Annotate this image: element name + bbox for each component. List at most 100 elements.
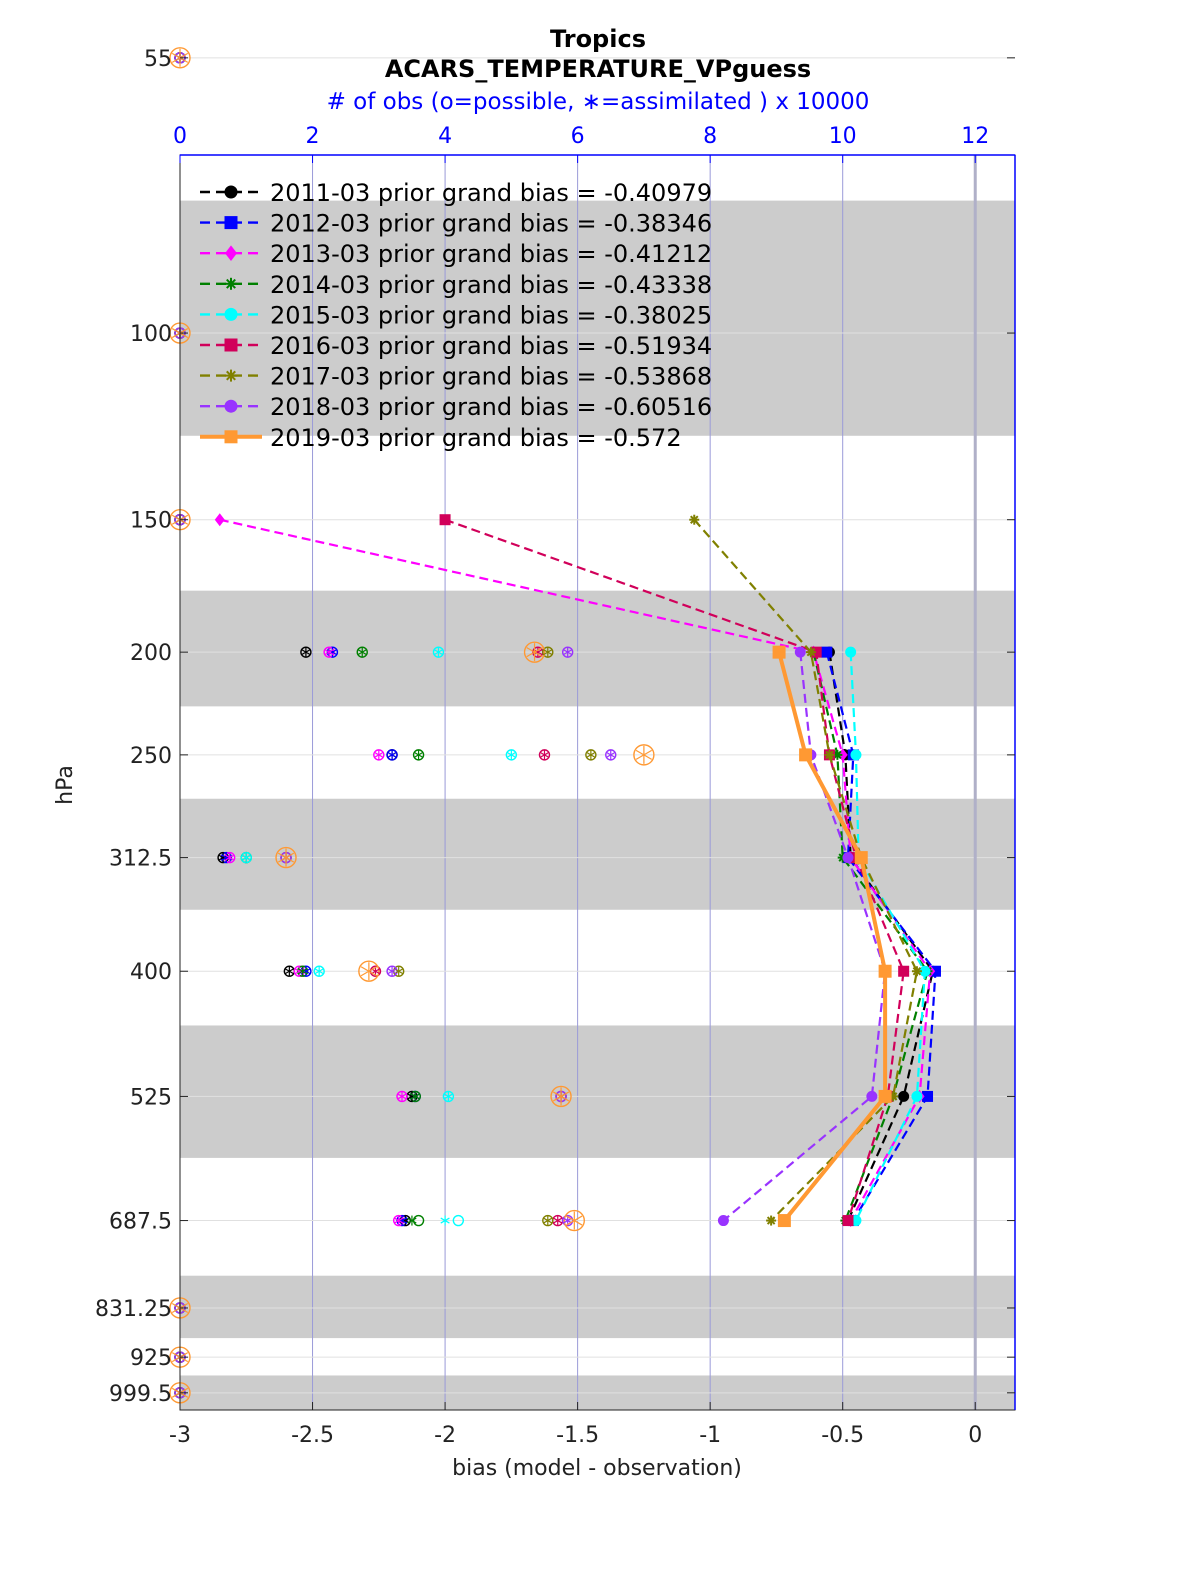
obs-assimilated-stroke <box>543 1217 553 1224</box>
obs-assimilated-stroke <box>543 649 553 656</box>
obs-assimilated-stroke <box>586 751 596 758</box>
legend-marker-2-shape <box>224 216 238 230</box>
top-tick-label: 4 <box>438 124 452 149</box>
obs-assimilated-marker <box>394 1215 404 1226</box>
series-line-1 <box>828 651 935 1222</box>
obs-assimilated-stroke <box>277 852 295 863</box>
legend-entry-7: 2017-03 prior grand bias = -0.53868 <box>270 363 712 391</box>
obs-assimilated-marker <box>407 1215 417 1226</box>
obs-assimilated-marker <box>440 1215 450 1226</box>
series-9-point-shape <box>854 851 868 865</box>
series-8-point <box>794 646 806 658</box>
obs-assimilated-stroke <box>635 749 652 760</box>
legend-entry-6: 2016-03 prior grand bias = -0.51934 <box>270 332 712 360</box>
series-5-point-shape <box>845 646 857 658</box>
layer-band <box>180 590 1015 707</box>
y-tick-label: 925 <box>130 1346 172 1371</box>
series-5-point <box>845 646 857 658</box>
series-6-point <box>842 1215 854 1227</box>
y-tick-label: 100 <box>130 322 172 347</box>
series-5-point <box>911 1090 923 1102</box>
series-9-point <box>777 1214 791 1228</box>
obs-assimilated-stroke <box>301 649 311 656</box>
legend-marker-2 <box>224 216 238 230</box>
obs-assimilated-marker <box>443 1091 454 1102</box>
legend-entry-2: 2012-03 prior grand bias = -0.38346 <box>270 210 712 238</box>
obs-assimilated-stroke <box>360 966 377 977</box>
y-tick-label: 831.25 <box>95 1297 172 1322</box>
obs-assimilated-stroke <box>387 751 397 758</box>
top-tick-label: 0 <box>173 124 187 149</box>
axes: -3-2.5-2-1.5-1-0.500246810128.5255510015… <box>95 47 1016 1448</box>
series-line-9 <box>777 651 888 1222</box>
series-line-4 <box>812 651 929 1221</box>
obs-assimilated-marker <box>526 643 543 662</box>
x-tick-label: -1 <box>699 1423 721 1448</box>
series-7-point <box>911 966 922 977</box>
layer-band <box>180 200 1015 436</box>
obs-assimilated-marker <box>277 848 295 867</box>
obs-assimilated-stroke <box>433 649 444 656</box>
series-9-point <box>878 964 892 978</box>
obs-assimilated-marker <box>552 1087 570 1106</box>
obs-assimilated-marker <box>225 852 235 863</box>
obs-assimilated-marker <box>397 1091 407 1102</box>
obs-possible-marker <box>169 47 191 69</box>
series-7-point-stroke <box>690 515 699 524</box>
series-9-point-shape <box>777 1214 791 1228</box>
y-tick-label: 525 <box>130 1085 172 1110</box>
obs-assimilated-marker <box>284 966 294 977</box>
series-2-point <box>821 646 833 658</box>
y-tick-label: 687.5 <box>109 1210 172 1235</box>
x-tick-label: -2.5 <box>291 1423 334 1448</box>
series-line-8 <box>722 652 887 1222</box>
obs-possible-marker <box>452 1214 465 1227</box>
series-6-point-shape <box>842 1215 854 1227</box>
legend-marker-7-stroke <box>226 370 236 381</box>
obs-possible-marker <box>275 846 297 869</box>
x-tick-label: -1.5 <box>556 1423 599 1448</box>
obs-assimilated-marker <box>586 749 596 760</box>
obs-assimilated-stroke <box>284 968 294 975</box>
x-tick-label: -0.5 <box>821 1423 864 1448</box>
obs-assimilated-marker <box>241 852 251 863</box>
series-7-point <box>805 647 816 658</box>
series-9-point <box>772 645 786 659</box>
series-9-point <box>878 1089 892 1103</box>
obs-assimilated-stroke <box>387 968 397 975</box>
series-7-point <box>824 749 835 760</box>
obs-assimilated-stroke <box>506 751 516 758</box>
obs-assimilated-stroke <box>241 854 251 861</box>
legend-entry-4: 2014-03 prior grand bias = -0.43338 <box>270 271 712 299</box>
obs-assimilated-marker <box>324 647 334 658</box>
series-9-point-shape <box>772 645 786 659</box>
series-6-point <box>898 965 910 977</box>
obs-assimilated-marker <box>301 647 311 658</box>
legend-marker-9-shape <box>224 430 238 444</box>
series-2-point-shape <box>821 646 833 658</box>
obs-assimilated-stroke <box>606 751 616 758</box>
obs-possible-marker <box>412 1214 425 1227</box>
x-tick-label: 0 <box>968 1423 982 1448</box>
layer-band <box>180 1275 1015 1339</box>
series-1-point <box>898 1090 910 1102</box>
obs-assimilated-stroke <box>297 968 308 975</box>
obs-possible-marker <box>358 960 380 982</box>
chart-title: Tropics <box>550 25 646 53</box>
series-5-point-shape <box>911 1090 923 1102</box>
obs-assimilated-stroke <box>357 649 367 656</box>
obs-assimilated-stroke <box>374 751 384 758</box>
obs-assimilated-stroke <box>324 649 334 656</box>
legend-marker-3 <box>225 245 237 261</box>
obs-assimilated-marker <box>606 749 616 760</box>
series-7-point-stroke <box>825 750 834 760</box>
obs-assimilated-marker <box>410 1091 420 1102</box>
series-8-point <box>717 1215 729 1227</box>
series-3-point <box>214 513 225 527</box>
legend-marker-5 <box>224 307 238 321</box>
obs-assimilated-stroke <box>539 751 550 758</box>
series-9-point <box>799 748 813 762</box>
obs-assimilated-marker <box>387 966 397 977</box>
series-9-point-shape <box>878 1089 892 1103</box>
legend-marker-5-shape <box>224 307 238 321</box>
